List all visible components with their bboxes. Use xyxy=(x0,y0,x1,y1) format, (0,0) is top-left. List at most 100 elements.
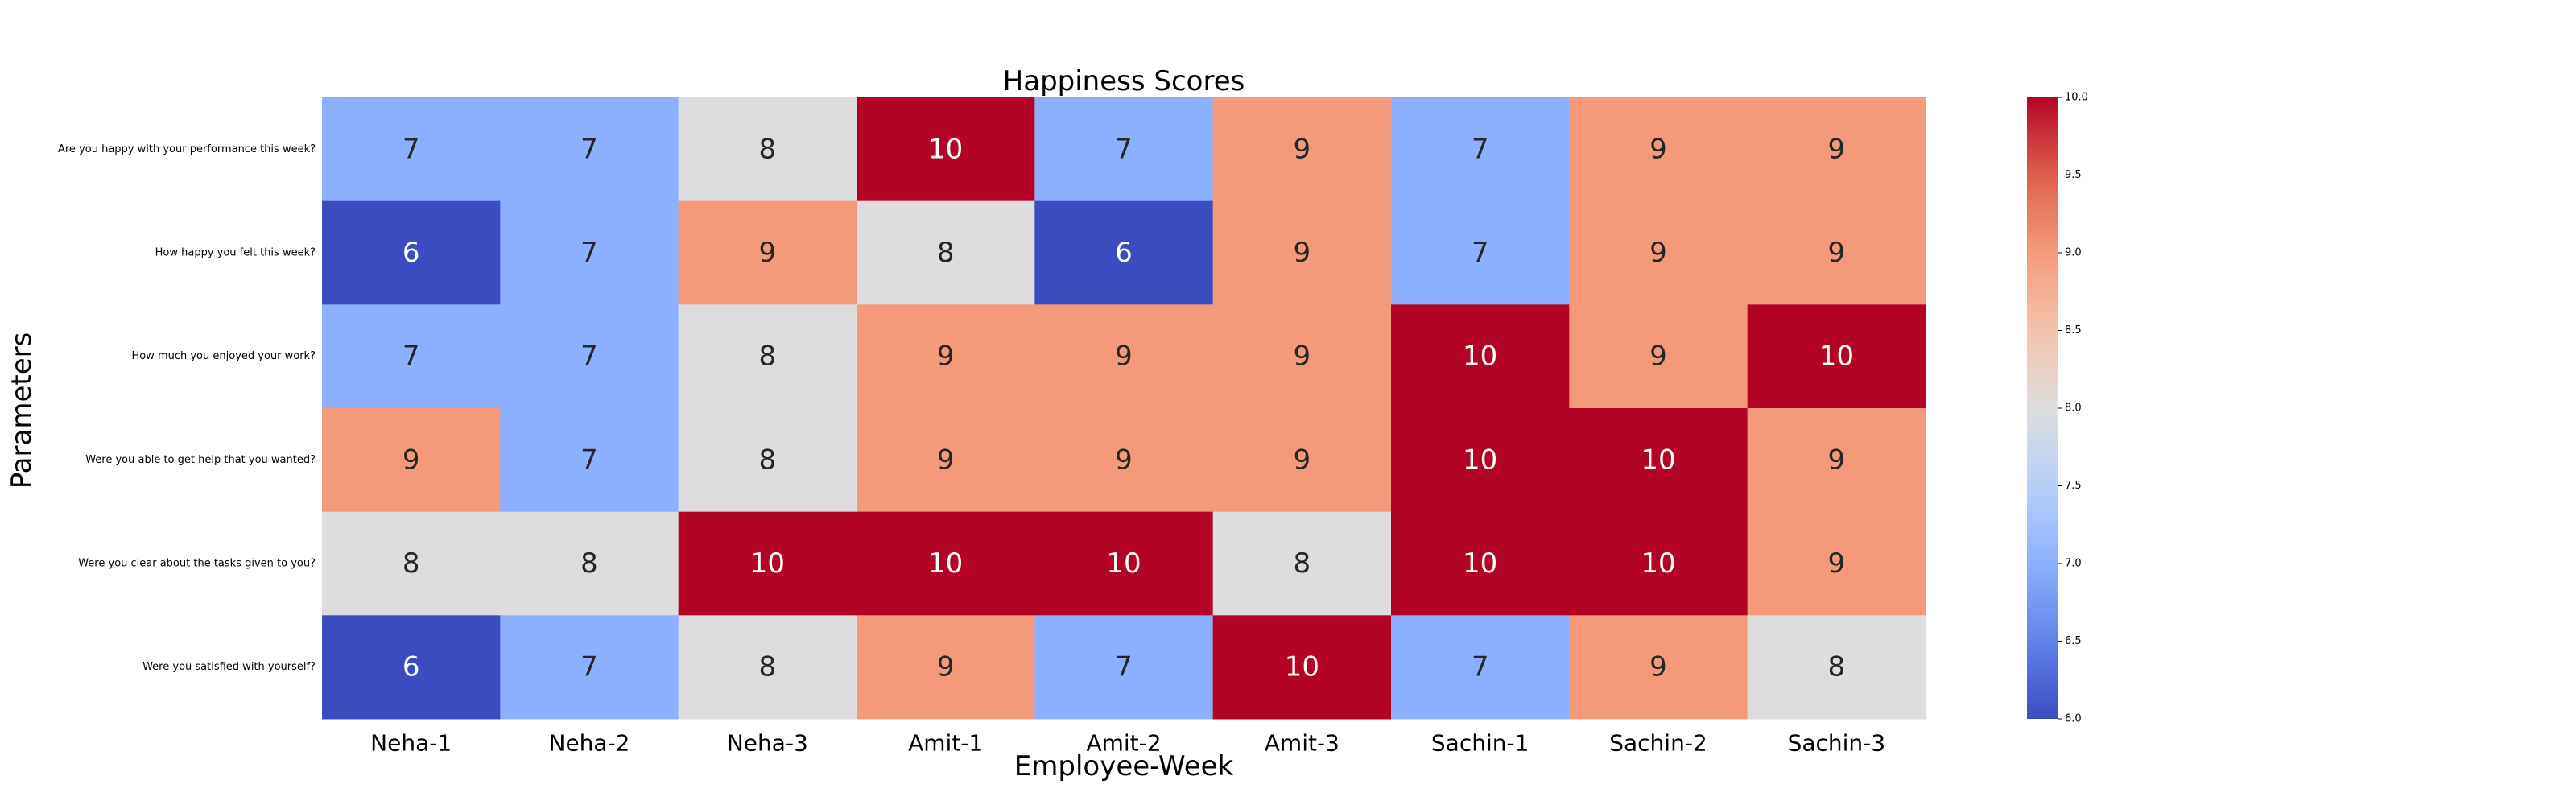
x-tick-label: Amit-3 xyxy=(1265,730,1340,757)
x-tick-label: Amit-1 xyxy=(908,730,983,757)
x-tick-label: Amit-2 xyxy=(1086,730,1161,757)
heatmap-cell xyxy=(1569,615,1748,720)
cell-value-label: 10 xyxy=(750,547,785,580)
cell-value-label: 8 xyxy=(759,444,777,476)
cell-value-label: 9 xyxy=(1649,341,1667,373)
colorbar-tick-label: 10.0 xyxy=(2065,92,2088,104)
heatmap-cell xyxy=(1747,97,1926,202)
cell-value-label: 9 xyxy=(759,237,777,269)
cell-value-label: 7 xyxy=(402,341,420,373)
x-tick-label: Sachin-2 xyxy=(1609,730,1707,757)
cell-value-label: 7 xyxy=(580,237,598,269)
heatmap-cell xyxy=(1747,511,1926,616)
heatmap-cell xyxy=(1212,511,1392,616)
heatmap-cell xyxy=(1034,97,1214,202)
cell-value-label: 8 xyxy=(1294,547,1311,580)
heatmap-cell xyxy=(322,97,501,202)
y-tick-label: How much you enjoyed your work? xyxy=(131,350,316,362)
y-tick-label: Were you clear about the tasks given to … xyxy=(78,558,316,570)
colorbar-tick-label: 6.5 xyxy=(2065,635,2082,647)
heatmap-cell xyxy=(1034,408,1214,513)
heatmap-cell xyxy=(1569,511,1748,616)
cell-value-label: 9 xyxy=(1294,237,1311,269)
x-tick-label: Neha-2 xyxy=(549,730,630,757)
y-tick-label: Are you happy with your performance this… xyxy=(58,143,316,155)
x-tick-label: Neha-3 xyxy=(727,730,808,757)
cell-value-label: 10 xyxy=(1285,651,1319,683)
cell-value-label: 7 xyxy=(1115,651,1133,683)
cell-value-label: 9 xyxy=(1294,341,1311,373)
x-axis-label: Employee-Week xyxy=(1014,750,1234,782)
cell-value-label: 7 xyxy=(580,651,598,683)
x-tick-label: Sachin-1 xyxy=(1431,730,1530,757)
y-tick-label: Were you satisfied with yourself? xyxy=(142,661,316,673)
cell-value-label: 8 xyxy=(759,651,777,683)
heatmap-cell xyxy=(857,408,1035,513)
colorbar xyxy=(2027,97,2058,719)
cell-value-label: 7 xyxy=(580,341,598,373)
heatmap-cell xyxy=(1391,97,1570,202)
colorbar-tick-label: 8.5 xyxy=(2065,324,2082,336)
cell-value-label: 9 xyxy=(1828,547,1846,580)
heatmap-cell xyxy=(1391,408,1570,513)
cell-value-label: 9 xyxy=(1649,237,1667,269)
heatmap-cell xyxy=(1391,304,1570,409)
heatmap-cell xyxy=(1747,408,1926,513)
cell-value-label: 10 xyxy=(1641,444,1675,476)
heatmap-cell xyxy=(322,511,501,616)
heatmap-cell xyxy=(678,200,857,305)
heatmap-cell xyxy=(678,304,857,409)
heatmap-cells: 7 7 8 10 7 9 7 9 9 6 7 9 8 6 9 7 9 9 7 7 8 9 9 9 10 9 10 9 7 8 9 9 9 10 10… xyxy=(322,97,1926,720)
heatmap-cell xyxy=(1747,200,1926,305)
heatmap-cell xyxy=(1391,511,1570,616)
cell-value-label: 9 xyxy=(1294,133,1311,165)
cell-value-label: 9 xyxy=(937,651,955,683)
heatmap-cell xyxy=(1391,615,1570,720)
heatmap-cell xyxy=(1212,97,1392,202)
x-tick-label: Sachin-3 xyxy=(1788,730,1886,757)
heatmap-cell xyxy=(500,615,679,720)
y-tick-label: How happy you felt this week? xyxy=(155,247,316,259)
heatmap-cell xyxy=(322,615,501,720)
heatmap-cell xyxy=(1034,615,1214,720)
heatmap-cell xyxy=(857,511,1035,616)
cell-value-label: 10 xyxy=(1463,341,1497,373)
cell-value-label: 7 xyxy=(1472,651,1489,683)
heatmap-cell xyxy=(1747,615,1926,720)
heatmap-cell xyxy=(857,615,1035,720)
heatmap-cell xyxy=(857,97,1035,202)
cell-value-label: 7 xyxy=(1472,237,1489,269)
cell-value-label: 8 xyxy=(937,237,955,269)
cell-value-label: 10 xyxy=(928,547,963,580)
heatmap-cell xyxy=(1212,304,1392,409)
colorbar-tick-label: 6.0 xyxy=(2065,713,2082,725)
cell-value-label: 6 xyxy=(402,237,420,269)
colorbar-tick-label: 7.5 xyxy=(2065,480,2082,492)
heatmap-cell xyxy=(678,408,857,513)
colorbar-tick-label: 9.5 xyxy=(2065,169,2082,181)
heatmap-cell xyxy=(1569,97,1748,202)
cell-value-label: 9 xyxy=(937,341,955,373)
cell-value-label: 7 xyxy=(580,444,598,476)
heatmap-cell xyxy=(1569,304,1748,409)
cell-value-label: 6 xyxy=(1115,237,1133,269)
x-tick-labels: Neha-1 Neha-2 Neha-3 Amit-1 Amit-2 Amit-3 Sach… xyxy=(370,730,1885,757)
cell-value-label: 9 xyxy=(1115,341,1133,373)
cell-value-label: 7 xyxy=(1115,133,1133,165)
heatmap-cell xyxy=(500,304,679,409)
y-tick-label: Were you able to get help that you wante… xyxy=(85,454,316,466)
heatmap-cell xyxy=(500,97,679,202)
heatmap-cell xyxy=(322,408,501,513)
heatmap-cell xyxy=(1569,200,1748,305)
heatmap-cell xyxy=(857,200,1035,305)
cell-value-label: 9 xyxy=(1828,444,1846,476)
cell-value-label: 8 xyxy=(1828,651,1846,683)
cell-value-label: 8 xyxy=(402,547,420,580)
heatmap-cell xyxy=(1391,200,1570,305)
cell-value-label: 8 xyxy=(580,547,598,580)
cell-value-label: 7 xyxy=(580,133,598,165)
cell-value-label: 9 xyxy=(1115,444,1133,476)
heatmap-cell xyxy=(322,304,501,409)
cell-value-label: 9 xyxy=(402,444,420,476)
